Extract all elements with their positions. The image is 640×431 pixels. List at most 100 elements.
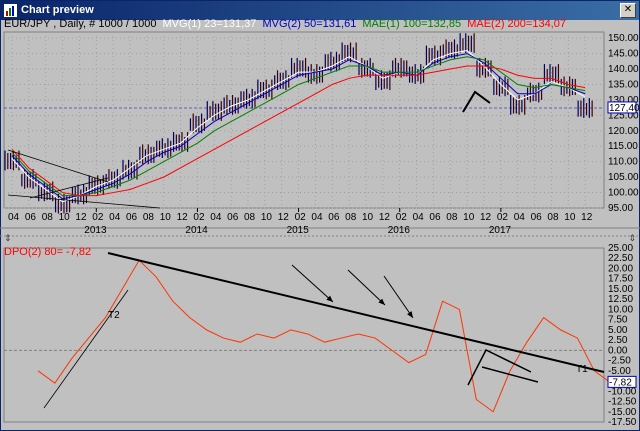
annotation-t1: T1 — [576, 364, 588, 375]
month-tick-label: 10 — [564, 212, 576, 223]
oscillator-tick-label: 0.00 — [608, 345, 628, 356]
oscillator-tick-label: 20.00 — [608, 263, 633, 274]
price-tick-label: 120.00 — [608, 126, 639, 137]
month-tick-label: 04 — [8, 212, 20, 223]
month-tick-label: 04 — [311, 212, 323, 223]
annotation-t2: T2 — [108, 310, 120, 321]
month-tick-label: 12 — [278, 212, 290, 223]
month-tick-label: 02 — [193, 212, 205, 223]
oscillator-tick-label: 25.00 — [608, 243, 633, 254]
oscillator-tick-label: 22.50 — [608, 253, 633, 264]
close-button[interactable]: ✕ — [620, 3, 636, 18]
month-tick-label: 04 — [413, 212, 425, 223]
month-tick-label: 06 — [25, 212, 37, 223]
oscillator-tick-label: 5.00 — [608, 325, 628, 336]
year-tick-label: 2013 — [84, 225, 107, 236]
month-tick-label: 04 — [514, 212, 526, 223]
price-tick-label: 110.00 — [608, 157, 638, 168]
oscillator-tick-label: -5.00 — [608, 366, 631, 377]
oscillator-tick-label: 2.50 — [608, 335, 628, 346]
arrow-head-1 — [378, 298, 385, 305]
price-tick-label: 135.00 — [608, 79, 639, 90]
oscillator-tick-label: -2.50 — [608, 356, 631, 367]
trendline-upper — [7, 149, 109, 183]
support-trendline — [43, 289, 129, 409]
trendline-support — [29, 177, 109, 199]
oscillator-tick-label: 7.50 — [608, 315, 628, 326]
month-tick-label: 12 — [480, 212, 492, 223]
year-tick-label: 2016 — [388, 225, 411, 236]
window-title: Chart preview — [21, 4, 94, 16]
month-tick-label: 06 — [531, 212, 543, 223]
month-tick-label: 10 — [160, 212, 172, 223]
projection-channel-lower — [481, 366, 539, 383]
arrow-shaft-0 — [291, 264, 334, 303]
month-tick-label: 08 — [143, 212, 155, 223]
series-line-mae-2-200 — [11, 65, 586, 197]
title-bar[interactable]: Chart preview ✕ — [1, 1, 639, 20]
projection-channel-upper — [467, 349, 532, 386]
arrow-head-0 — [326, 295, 333, 302]
chart-app-icon — [4, 4, 17, 17]
oscillator-tick-label: 12.50 — [608, 294, 633, 305]
series-line-dpo — [37, 259, 612, 413]
price-tick-label: 105.00 — [608, 172, 639, 183]
month-tick-label: 10 — [261, 212, 273, 223]
oscillator-tick-label: -17.50 — [608, 417, 637, 428]
month-tick-label: 06 — [328, 212, 340, 223]
month-tick-label: 10 — [463, 212, 475, 223]
price-tick-label: 100.00 — [608, 188, 639, 199]
month-tick-label: 12 — [177, 212, 189, 223]
symbol-info: EUR/JPY , Daily, # 1000 / 1000 — [4, 18, 157, 30]
month-tick-label: 08 — [547, 212, 559, 223]
price-tick-label: 95.00 — [608, 203, 633, 214]
month-tick-label: 12 — [379, 212, 391, 223]
oscillator-marker-box — [607, 375, 637, 388]
year-tick-label: 2017 — [489, 225, 512, 236]
price-tick-label: 125.00 — [608, 110, 639, 121]
month-tick-label: 10 — [362, 212, 374, 223]
price-tick-label: 130.00 — [608, 95, 639, 106]
month-tick-label: 04 — [109, 212, 121, 223]
price-tick-label: 115.00 — [608, 141, 638, 152]
month-tick-label: 12 — [581, 212, 593, 223]
series-line-mvg-2-50 — [11, 53, 586, 200]
projection-zigzag — [462, 90, 491, 113]
oscillator-marker-label: -7.82 — [609, 377, 632, 388]
indicator-mvg1: MVG(1) 23=131,37 — [162, 18, 257, 30]
month-tick-label: 02 — [295, 212, 307, 223]
month-tick-label: 02 — [396, 212, 408, 223]
month-tick-label: 08 — [42, 212, 54, 223]
indicator-mae1: MAE(1) 100=132,85 — [362, 18, 462, 30]
expand-panel-icon[interactable]: ⇕ — [628, 234, 636, 244]
month-tick-label: 02 — [497, 212, 509, 223]
oscillator-label: DPO(2) 80= -7,82 — [4, 246, 92, 258]
month-tick-label: 08 — [446, 212, 458, 223]
month-tick-label: 06 — [126, 212, 138, 223]
month-tick-label: 04 — [210, 212, 222, 223]
series-line-mvg-1-23 — [11, 49, 586, 203]
oscillator-tick-label: 10.00 — [608, 304, 633, 315]
collapse-panel-icon[interactable]: ⇕ — [4, 234, 12, 244]
month-tick-label: 10 — [59, 212, 71, 223]
series-line-mae-1-100 — [11, 56, 586, 197]
month-tick-label: 08 — [244, 212, 256, 223]
oscillator-tick-label: -12.50 — [608, 397, 637, 408]
month-tick-label: 06 — [429, 212, 441, 223]
month-tick-label: 02 — [92, 212, 104, 223]
indicator-mvg2: MVG(2) 50=131,61 — [262, 18, 357, 30]
year-tick-label: 2014 — [185, 225, 208, 236]
price-tick-label: 145.00 — [608, 49, 639, 60]
oscillator-tick-label: -15.00 — [608, 407, 637, 418]
resistance-trendline — [107, 252, 605, 373]
price-marker-box — [607, 101, 637, 114]
oscillator-panel — [3, 247, 605, 423]
price-tick-label: 150.00 — [608, 33, 639, 44]
month-tick-label: 08 — [345, 212, 357, 223]
price-tick-label: 140.00 — [608, 64, 639, 75]
main-chart-legend: EUR/JPY , Daily, # 1000 / 1000 MVG(1) 23… — [4, 18, 569, 30]
price-marker-label: 127,40 — [609, 103, 640, 114]
oscillator-tick-label: 15.00 — [608, 284, 633, 295]
arrow-shaft-1 — [347, 269, 386, 306]
